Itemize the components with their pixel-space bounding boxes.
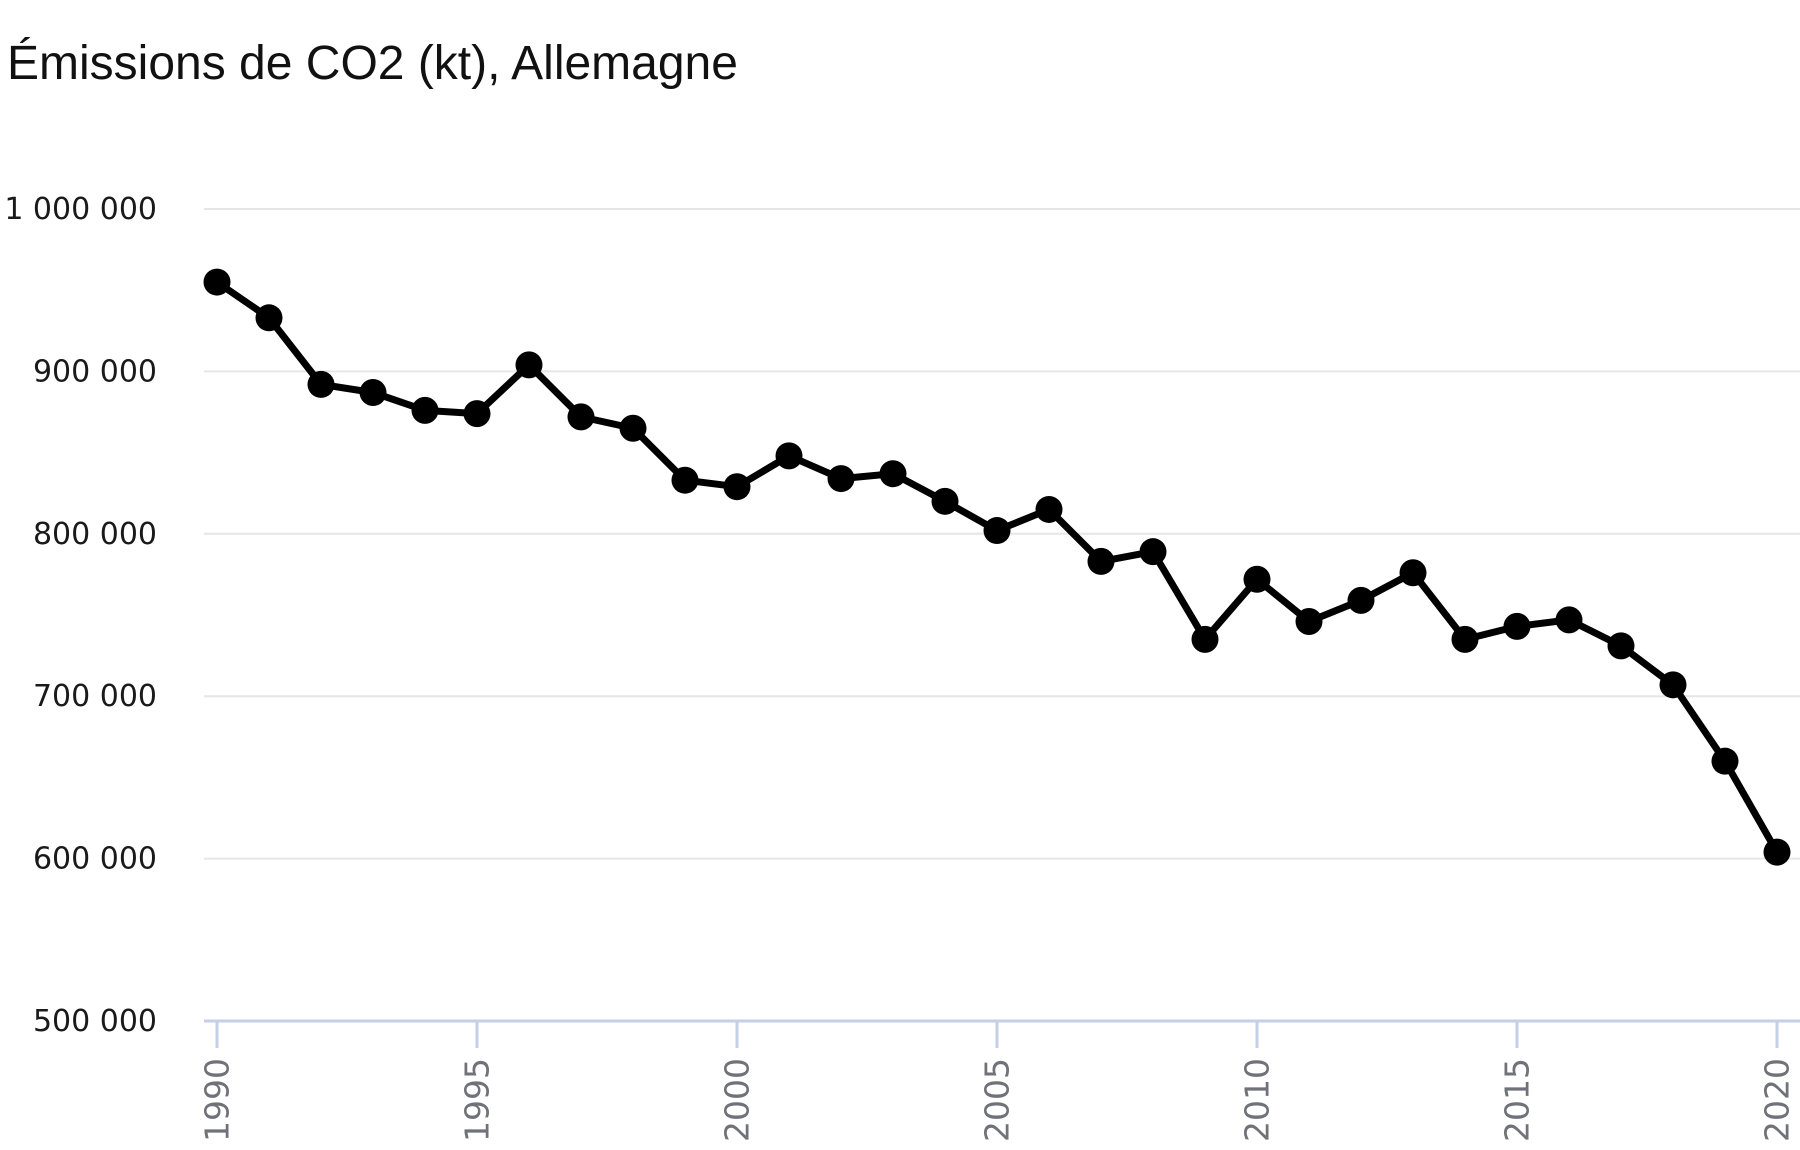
data-point[interactable] bbox=[619, 414, 647, 442]
y-tick-label: 800 000 bbox=[33, 517, 157, 552]
data-point[interactable] bbox=[1243, 565, 1271, 593]
x-tick-label: 2010 bbox=[1238, 1058, 1277, 1142]
data-point[interactable] bbox=[1295, 607, 1323, 635]
data-point[interactable] bbox=[567, 403, 595, 431]
data-point[interactable] bbox=[827, 465, 855, 493]
data-point[interactable] bbox=[359, 379, 387, 407]
data-point[interactable] bbox=[723, 473, 751, 501]
data-point[interactable] bbox=[1503, 612, 1531, 640]
y-tick-label: 1 000 000 bbox=[4, 192, 157, 227]
data-point[interactable] bbox=[983, 517, 1011, 545]
x-tick-label: 2015 bbox=[1498, 1058, 1537, 1142]
data-line bbox=[213, 278, 1781, 856]
y-tick-label: 700 000 bbox=[33, 679, 157, 714]
data-point[interactable] bbox=[1191, 625, 1219, 653]
y-tick-label: 900 000 bbox=[33, 354, 157, 389]
data-point[interactable] bbox=[1139, 538, 1167, 566]
data-point[interactable] bbox=[931, 487, 959, 515]
data-point[interactable] bbox=[1555, 606, 1583, 634]
data-point[interactable] bbox=[1763, 838, 1791, 866]
data-point[interactable] bbox=[255, 304, 283, 332]
data-point[interactable] bbox=[515, 351, 543, 379]
x-tick-label: 1995 bbox=[458, 1058, 497, 1142]
data-point[interactable] bbox=[463, 400, 491, 428]
x-tick-label: 2020 bbox=[1758, 1058, 1797, 1142]
y-tick-label: 500 000 bbox=[33, 1004, 157, 1039]
data-point[interactable] bbox=[1035, 495, 1063, 523]
x-tick-label: 2000 bbox=[718, 1058, 757, 1142]
data-point[interactable] bbox=[1399, 559, 1427, 587]
x-tick-label: 2005 bbox=[978, 1058, 1017, 1142]
chart-title: Émissions de CO2 (kt), Allemagne bbox=[7, 37, 738, 90]
data-point[interactable] bbox=[411, 396, 439, 424]
data-point[interactable] bbox=[775, 442, 803, 470]
data-point[interactable] bbox=[1347, 586, 1375, 614]
data-point[interactable] bbox=[1087, 547, 1115, 575]
data-point[interactable] bbox=[1711, 747, 1739, 775]
data-point[interactable] bbox=[879, 460, 907, 488]
data-point[interactable] bbox=[1607, 632, 1635, 660]
x-tick-label: 1990 bbox=[198, 1058, 237, 1142]
data-point[interactable] bbox=[1451, 625, 1479, 653]
y-tick-label: 600 000 bbox=[33, 842, 157, 877]
data-point[interactable] bbox=[203, 268, 231, 296]
data-point[interactable] bbox=[307, 370, 335, 398]
data-point[interactable] bbox=[1659, 671, 1687, 699]
data-point[interactable] bbox=[671, 466, 699, 494]
